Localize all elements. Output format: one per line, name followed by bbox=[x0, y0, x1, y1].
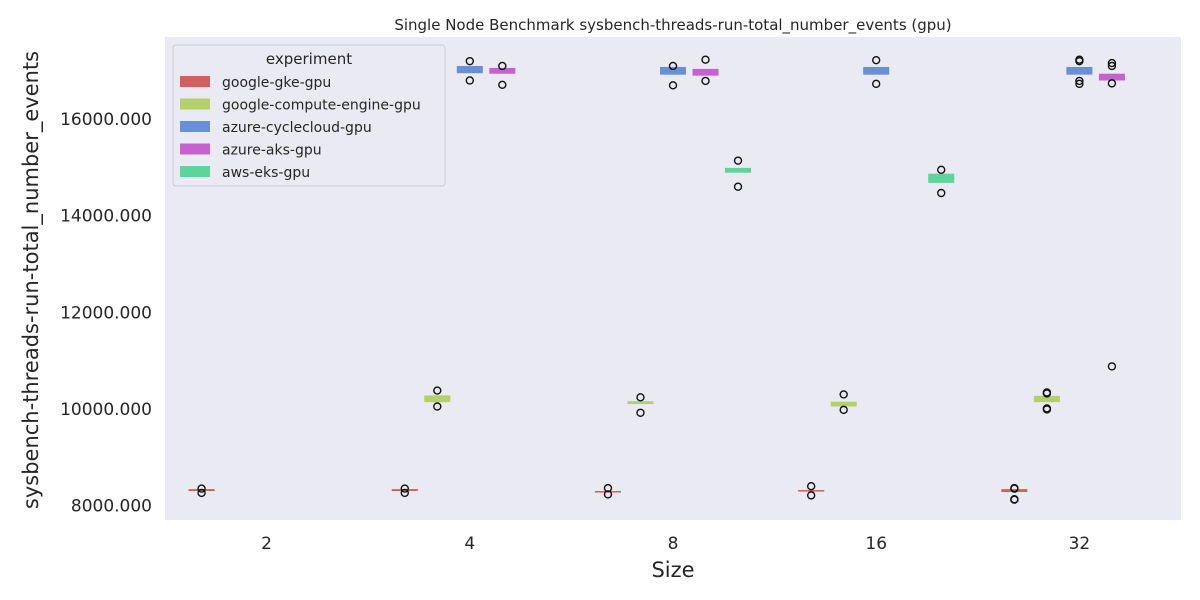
box-google-gke-gpu-32 bbox=[1001, 483, 1028, 504]
legend-items: google-gke-gpu google-compute-engine-gpu a… bbox=[180, 75, 421, 181]
box-google-compute-engine-gpu-4 bbox=[424, 386, 451, 411]
y-axis-label: sysbench-threads-run-total_number_events bbox=[19, 51, 44, 509]
boxes-layer bbox=[188, 55, 1125, 504]
outlier-point bbox=[400, 488, 409, 498]
outlier-point bbox=[1107, 61, 1117, 71]
legend-swatch bbox=[180, 166, 210, 177]
outlier-point bbox=[1042, 404, 1052, 413]
outlier-point bbox=[636, 393, 645, 402]
legend-item: azure-cyclecloud-gpu bbox=[180, 120, 372, 136]
outlier-point bbox=[1010, 483, 1019, 493]
outlier-point bbox=[668, 81, 678, 90]
x-axis-label: Size bbox=[651, 558, 694, 582]
x-ticks-layer: 2 4 8 16 32 bbox=[261, 534, 1090, 554]
x-tick-label: 16 bbox=[865, 534, 887, 554]
x-tick-label: 8 bbox=[668, 534, 679, 554]
box-azure-aks-gpu-32 bbox=[1098, 58, 1125, 371]
box-google-gke-gpu-8 bbox=[594, 483, 621, 499]
outlier-point bbox=[465, 76, 474, 85]
outlier-point bbox=[433, 386, 442, 395]
legend-label: aws-eks-gpu bbox=[222, 165, 310, 181]
outlier-point bbox=[1107, 79, 1117, 88]
legend-swatch bbox=[180, 98, 210, 110]
box-azure-cyclecloud-gpu-16 bbox=[863, 55, 890, 89]
legend-item: azure-aks-gpu bbox=[180, 143, 322, 159]
box-google-compute-engine-gpu-32 bbox=[1033, 388, 1060, 414]
outlier-point bbox=[603, 483, 613, 493]
legend: experiment google-gke-gpu google-compute-… bbox=[172, 44, 446, 187]
x-tick-label: 4 bbox=[464, 534, 475, 554]
outlier-point bbox=[1107, 362, 1117, 371]
y-ticks-layer: 8000.000 10000.000 12000.000 14000.000 16000… bbox=[60, 110, 152, 516]
outlier-point bbox=[400, 484, 409, 493]
outlier-point bbox=[1075, 76, 1084, 86]
outlier-point bbox=[636, 408, 645, 417]
outlier-point bbox=[197, 488, 206, 498]
legend-title: experiment bbox=[266, 50, 352, 68]
x-tick-label: 32 bbox=[1069, 534, 1091, 554]
legend-item: aws-eks-gpu bbox=[180, 165, 310, 181]
outlier-point bbox=[668, 61, 678, 71]
outlier-point bbox=[839, 390, 848, 399]
outlier-point bbox=[872, 79, 881, 89]
legend-label: azure-cyclecloud-gpu bbox=[222, 120, 372, 136]
box-google-gke-gpu-16 bbox=[798, 481, 825, 500]
outlier-point bbox=[733, 182, 743, 191]
y-tick-label: 16000.000 bbox=[60, 110, 152, 130]
outlier-point bbox=[433, 402, 442, 411]
outlier-point bbox=[465, 56, 474, 66]
outlier-point bbox=[701, 55, 710, 64]
outlier-point bbox=[498, 61, 507, 71]
chart-title: Single Node Benchmark sysbench-threads-r… bbox=[394, 16, 951, 35]
outlier-point bbox=[1107, 58, 1117, 68]
box-aws-eks-gpu-8 bbox=[725, 156, 752, 191]
legend-label: google-compute-engine-gpu bbox=[222, 98, 421, 114]
outlier-point bbox=[806, 481, 816, 491]
outlier-point bbox=[701, 76, 710, 86]
legend-label: google-gke-gpu bbox=[222, 75, 331, 91]
legend-swatch bbox=[180, 143, 210, 155]
box-azure-aks-gpu-8 bbox=[692, 55, 719, 86]
box-aws-eks-gpu-16 bbox=[928, 165, 955, 198]
box-google-compute-engine-gpu-8 bbox=[627, 393, 654, 417]
legend-label: azure-aks-gpu bbox=[222, 143, 322, 159]
outlier-point bbox=[937, 165, 946, 175]
outlier-point bbox=[498, 80, 507, 90]
outlier-point bbox=[839, 405, 848, 415]
outlier-point bbox=[1075, 55, 1084, 64]
box-azure-cyclecloud-gpu-32 bbox=[1066, 55, 1093, 89]
box-google-gke-gpu-4 bbox=[391, 484, 418, 498]
outlier-point bbox=[1075, 79, 1084, 89]
x-tick-label: 2 bbox=[261, 534, 272, 554]
outlier-point bbox=[806, 491, 816, 500]
outlier-point bbox=[1010, 495, 1019, 504]
outlier-point bbox=[937, 188, 946, 198]
y-tick-label: 14000.000 bbox=[60, 207, 152, 227]
outlier-point bbox=[733, 156, 743, 165]
legend-item: google-compute-engine-gpu bbox=[180, 98, 421, 114]
box-azure-cyclecloud-gpu-4 bbox=[456, 56, 483, 85]
box-google-gke-gpu-2 bbox=[188, 484, 215, 498]
outlier-point bbox=[197, 484, 206, 493]
outlier-point bbox=[1042, 388, 1052, 397]
y-tick-label: 8000.000 bbox=[71, 497, 152, 517]
box-azure-aks-gpu-4 bbox=[489, 61, 516, 90]
outlier-point bbox=[603, 490, 613, 499]
y-tick-label: 12000.000 bbox=[60, 303, 152, 323]
legend-item: google-gke-gpu bbox=[180, 75, 331, 91]
outlier-point bbox=[872, 55, 881, 65]
legend-frame bbox=[172, 44, 446, 187]
box-google-compute-engine-gpu-16 bbox=[830, 390, 857, 415]
box-azure-cyclecloud-gpu-8 bbox=[659, 61, 687, 90]
legend-swatch bbox=[180, 121, 210, 132]
y-tick-label: 10000.000 bbox=[60, 400, 152, 420]
legend-swatch bbox=[180, 76, 210, 87]
